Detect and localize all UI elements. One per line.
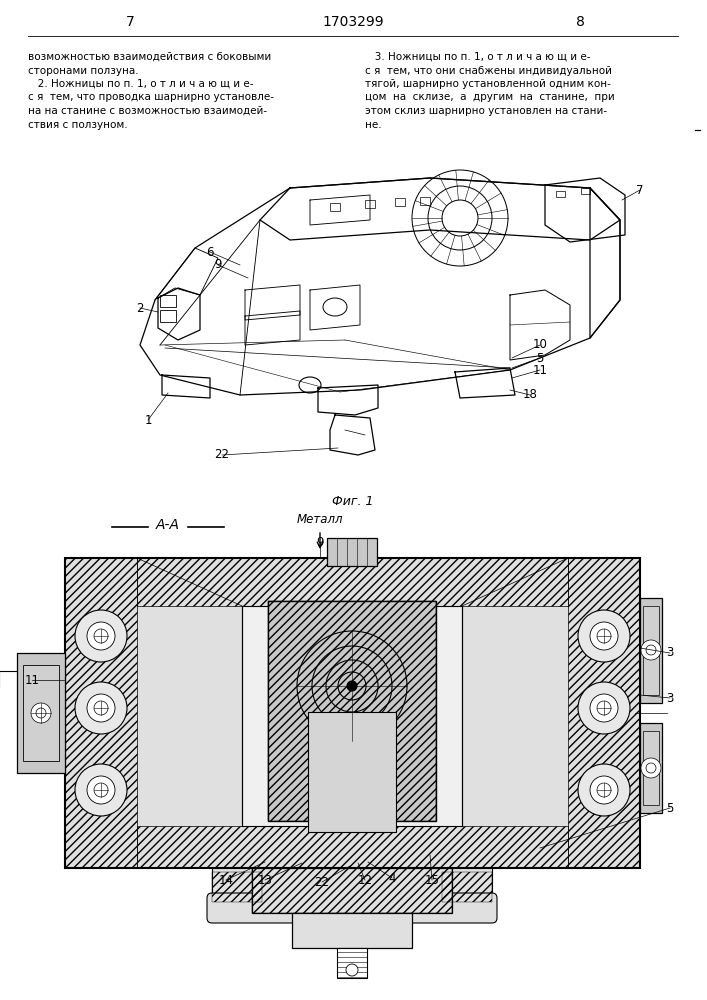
- Circle shape: [75, 764, 127, 816]
- Text: цом  на  склизе,  а  другим  на  станине,  при: цом на склизе, а другим на станине, при: [365, 93, 615, 103]
- Circle shape: [641, 640, 661, 660]
- Circle shape: [346, 964, 358, 976]
- Circle shape: [87, 622, 115, 650]
- Text: 3: 3: [666, 692, 674, 704]
- Text: с я  тем, что проводка шарнирно установле-: с я тем, что проводка шарнирно установле…: [28, 93, 274, 103]
- Bar: [556, 191, 565, 197]
- Text: 6: 6: [206, 245, 214, 258]
- Circle shape: [31, 703, 51, 723]
- Circle shape: [87, 776, 115, 804]
- Text: 22: 22: [214, 448, 230, 462]
- Bar: [365, 200, 375, 208]
- Text: 5: 5: [537, 352, 544, 364]
- Bar: [137, 826, 568, 868]
- Bar: [337, 948, 367, 978]
- Text: тягой, шарнирно установленной одним кон-: тягой, шарнирно установленной одним кон-: [365, 79, 611, 89]
- Text: 3. Ножницы по п. 1, о т л и ч а ю щ и е-: 3. Ножницы по п. 1, о т л и ч а ю щ и е-: [365, 52, 590, 62]
- Text: 11: 11: [25, 674, 40, 686]
- Bar: [420, 197, 430, 205]
- Circle shape: [641, 758, 661, 778]
- Bar: [640, 723, 662, 813]
- Text: 11: 11: [532, 363, 547, 376]
- Text: 2. Ножницы по п. 1, о т л и ч а ю щ и е-: 2. Ножницы по п. 1, о т л и ч а ю щ и е-: [28, 79, 254, 89]
- Bar: [327, 538, 377, 566]
- FancyBboxPatch shape: [207, 893, 497, 923]
- Circle shape: [590, 622, 618, 650]
- Text: сторонами ползуна.: сторонами ползуна.: [28, 66, 139, 76]
- Bar: [17, 653, 65, 773]
- Text: возможностью взаимодействия с боковыми: возможностью взаимодействия с боковыми: [28, 52, 271, 62]
- Text: Фиг. 3: Фиг. 3: [309, 900, 351, 913]
- Bar: [242, 606, 462, 826]
- Text: 1: 1: [144, 414, 152, 426]
- Circle shape: [94, 701, 108, 715]
- Bar: [292, 913, 412, 948]
- Circle shape: [646, 763, 656, 773]
- Circle shape: [347, 681, 357, 691]
- Circle shape: [590, 776, 618, 804]
- Text: 4: 4: [388, 871, 396, 884]
- Text: не.: не.: [365, 119, 382, 129]
- Text: 14: 14: [218, 874, 233, 886]
- Circle shape: [75, 610, 127, 662]
- Text: 9: 9: [214, 258, 222, 271]
- Text: на на станине с возможностью взаимодей-: на на станине с возможностью взаимодей-: [28, 106, 267, 116]
- Bar: [643, 731, 659, 805]
- Text: А-А: А-А: [156, 518, 180, 532]
- Bar: [252, 868, 452, 913]
- Bar: [252, 868, 452, 913]
- Circle shape: [94, 783, 108, 797]
- Bar: [568, 558, 640, 868]
- Text: 10: 10: [532, 338, 547, 352]
- Bar: [330, 203, 340, 211]
- Circle shape: [578, 764, 630, 816]
- Bar: [442, 872, 492, 902]
- Circle shape: [578, 682, 630, 734]
- Bar: [268, 601, 436, 821]
- Text: 8: 8: [575, 15, 585, 29]
- Bar: [160, 295, 176, 307]
- Text: 3: 3: [666, 647, 674, 660]
- Bar: [268, 601, 436, 821]
- Circle shape: [75, 682, 127, 734]
- Circle shape: [578, 610, 630, 662]
- Circle shape: [597, 701, 611, 715]
- Bar: [212, 872, 262, 902]
- Bar: [212, 868, 492, 906]
- Text: 13: 13: [257, 874, 272, 886]
- Text: 22: 22: [315, 876, 329, 888]
- Text: 7: 7: [126, 15, 134, 29]
- Bar: [65, 558, 137, 868]
- Bar: [643, 606, 659, 695]
- Circle shape: [597, 783, 611, 797]
- Text: с я  тем, что они снабжены индивидуальной: с я тем, что они снабжены индивидуальной: [365, 66, 612, 76]
- Bar: [65, 558, 640, 868]
- Text: 1703299: 1703299: [322, 15, 384, 29]
- Text: 7: 7: [636, 184, 644, 196]
- Bar: [640, 598, 662, 703]
- Text: 5: 5: [666, 802, 674, 814]
- Circle shape: [597, 629, 611, 643]
- Text: 2: 2: [136, 302, 144, 314]
- Bar: [160, 310, 176, 322]
- Circle shape: [646, 645, 656, 655]
- Text: Фиг. 1: Фиг. 1: [332, 495, 374, 508]
- Circle shape: [87, 694, 115, 722]
- Text: Металл: Металл: [297, 513, 344, 526]
- Bar: [308, 712, 396, 832]
- Bar: [23, 665, 59, 761]
- Text: 18: 18: [522, 388, 537, 401]
- Text: 12: 12: [358, 874, 373, 886]
- Text: этом склиз шарнирно установлен на стани-: этом склиз шарнирно установлен на стани-: [365, 106, 607, 116]
- Bar: [395, 198, 405, 206]
- Text: 15: 15: [425, 874, 440, 886]
- Circle shape: [36, 708, 46, 718]
- Text: ствия с ползуном.: ствия с ползуном.: [28, 119, 128, 129]
- Text: 9: 9: [316, 536, 324, 548]
- Circle shape: [94, 629, 108, 643]
- Bar: [581, 188, 590, 194]
- Bar: [137, 558, 568, 606]
- Circle shape: [590, 694, 618, 722]
